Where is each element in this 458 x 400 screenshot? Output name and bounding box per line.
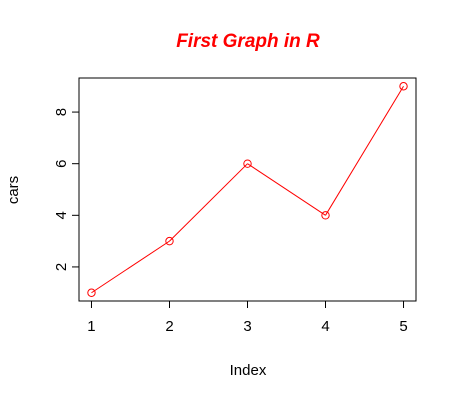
x-tick-label: 4 [321, 318, 329, 335]
series-layer [87, 82, 408, 297]
y-tick-label: 8 [53, 108, 70, 116]
x-axis-title: Index [230, 362, 267, 379]
x-tick-label: 5 [399, 318, 407, 335]
data-point-marker [87, 288, 96, 297]
series-line-segment [169, 163, 248, 242]
series-line-segment [91, 240, 170, 294]
data-point-marker [165, 236, 174, 246]
y-tick-label: 2 [53, 263, 70, 271]
y-tick-label: 6 [53, 160, 70, 168]
x-tick-label: 3 [243, 318, 251, 335]
data-point-marker [399, 82, 408, 91]
series-line-segment [247, 163, 326, 216]
series-line-segment [325, 86, 404, 216]
y-axis-title: cars [5, 176, 22, 204]
data-point-marker [321, 211, 330, 220]
y-axis: 2 4 6 8 [53, 108, 80, 271]
chart-title: First Graph in R [176, 31, 320, 52]
x-tick-label: 2 [165, 318, 173, 335]
y-tick-label: 4 [53, 211, 70, 219]
data-point-marker [243, 159, 252, 168]
x-tick-label: 1 [87, 318, 95, 335]
x-axis: 1 2 3 4 5 [87, 300, 408, 335]
